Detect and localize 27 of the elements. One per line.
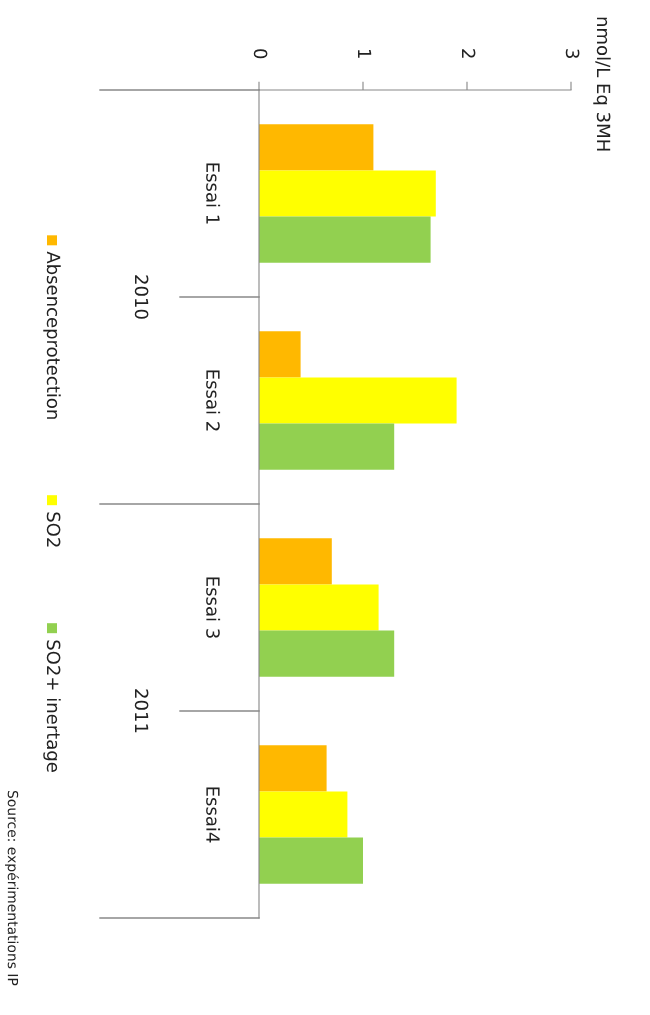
legend-label: SO2: [46, 512, 61, 547]
bar: [259, 216, 431, 263]
text: 2011: [134, 689, 149, 733]
bar: [259, 331, 301, 378]
legend-label: SO2+ inertage: [43, 640, 61, 772]
y-tick-label: Essai 2: [206, 370, 221, 431]
source-note: Source: expérimentations IP: [5, 790, 19, 986]
y-tick-label: Essai4: [206, 787, 221, 843]
bar: [259, 538, 332, 585]
y-tick-label: Essai 3: [206, 577, 221, 638]
bar: [259, 791, 348, 838]
bar: [259, 124, 374, 171]
y-tick-label: Essai 1: [206, 163, 221, 224]
x-tick-label: 0: [253, 49, 268, 59]
bar: [259, 837, 363, 884]
bar: [259, 423, 395, 470]
bar: [259, 170, 436, 217]
legend-label: Absenceprotection: [43, 251, 61, 419]
x-tick-label: 1: [358, 49, 372, 58]
bar: [259, 377, 457, 424]
x-tick-label: 3: [565, 49, 580, 58]
bar: [259, 630, 395, 677]
bar: [259, 584, 379, 631]
x-tick-label: 2: [462, 49, 476, 58]
text: 2010: [134, 275, 149, 319]
bar: [259, 745, 327, 792]
y-axis-title: nmol/L Eq 3MH: [593, 17, 611, 151]
